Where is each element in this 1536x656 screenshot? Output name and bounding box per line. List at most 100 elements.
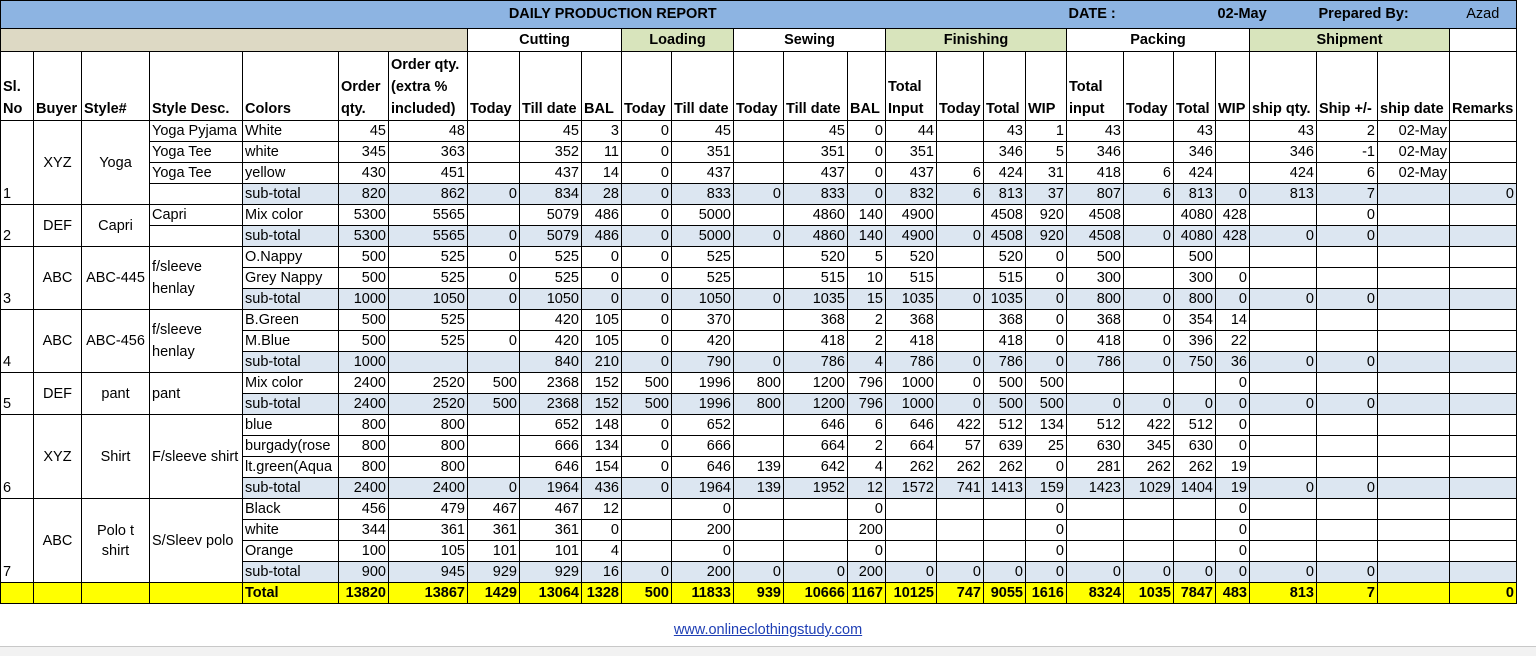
value-cell[interactable]: 0 (1316, 204, 1378, 226)
value-cell[interactable]: 437 (519, 162, 582, 184)
value-cell[interactable] (1316, 267, 1378, 289)
value-cell[interactable]: 1 (1025, 120, 1067, 142)
value-cell[interactable]: 786 (983, 351, 1026, 373)
value-cell[interactable]: 0 (936, 372, 984, 394)
buyer-cell[interactable]: DEF (33, 204, 82, 247)
value-cell[interactable]: 646 (671, 456, 734, 478)
value-cell[interactable] (1449, 225, 1517, 247)
value-cell[interactable]: 525 (671, 246, 734, 268)
value-cell[interactable]: 2368 (519, 393, 582, 415)
value-cell[interactable]: 2520 (388, 372, 468, 394)
value-cell[interactable]: 0 (1215, 414, 1250, 436)
color-cell[interactable]: sub-total (242, 183, 339, 205)
value-cell[interactable]: 0 (847, 141, 886, 163)
total-value[interactable]: 483 (1215, 582, 1250, 604)
value-cell[interactable]: 15 (847, 288, 886, 310)
buyer-cell[interactable]: DEF (33, 372, 82, 415)
value-cell[interactable]: 0 (847, 183, 886, 205)
value-cell[interactable]: 0 (847, 162, 886, 184)
value-cell[interactable] (1249, 498, 1317, 520)
value-cell[interactable] (1066, 519, 1124, 541)
value-cell[interactable] (1449, 309, 1517, 331)
value-cell[interactable]: 0 (467, 225, 520, 247)
buyer-cell[interactable]: ABC (33, 309, 82, 373)
value-cell[interactable]: 134 (581, 435, 622, 457)
value-cell[interactable] (1316, 435, 1378, 457)
value-cell[interactable] (1249, 372, 1317, 394)
color-cell[interactable]: white (242, 519, 339, 541)
value-cell[interactable]: 820 (338, 183, 389, 205)
value-cell[interactable]: 0 (1066, 393, 1124, 415)
value-cell[interactable] (1316, 456, 1378, 478)
value-cell[interactable]: 1000 (885, 393, 937, 415)
style-desc-cell[interactable]: Capri (149, 204, 243, 226)
value-cell[interactable]: 0 (1025, 288, 1067, 310)
value-cell[interactable] (1249, 519, 1317, 541)
value-cell[interactable]: 796 (847, 393, 886, 415)
value-cell[interactable] (1316, 309, 1378, 331)
value-cell[interactable]: 813 (983, 183, 1026, 205)
value-cell[interactable] (467, 351, 520, 373)
value-cell[interactable]: 4 (581, 540, 622, 562)
value-cell[interactable]: 2 (847, 330, 886, 352)
value-cell[interactable] (1377, 288, 1450, 310)
value-cell[interactable]: 525 (671, 267, 734, 289)
value-cell[interactable]: 346 (1249, 141, 1317, 163)
value-cell[interactable]: 0 (1449, 183, 1517, 205)
total-value[interactable]: 1167 (847, 582, 886, 604)
style-cell[interactable]: ABC-445 (81, 246, 150, 310)
value-cell[interactable]: 44 (885, 120, 937, 142)
value-cell[interactable]: 0 (847, 498, 886, 520)
value-cell[interactable]: 646 (783, 414, 848, 436)
value-cell[interactable] (1249, 540, 1317, 562)
value-cell[interactable]: 422 (1123, 414, 1174, 436)
value-cell[interactable]: 0 (1215, 267, 1250, 289)
value-cell[interactable] (936, 330, 984, 352)
value-cell[interactable] (1449, 498, 1517, 520)
style-desc-cell[interactable]: pant (149, 372, 243, 415)
value-cell[interactable]: 500 (467, 372, 520, 394)
value-cell[interactable]: 0 (621, 204, 672, 226)
value-cell[interactable] (783, 498, 848, 520)
color-cell[interactable]: sub-total (242, 561, 339, 583)
value-cell[interactable]: 345 (1123, 435, 1174, 457)
value-cell[interactable]: 5300 (338, 225, 389, 247)
value-cell[interactable]: 368 (983, 309, 1026, 331)
value-cell[interactable]: 525 (388, 309, 468, 331)
value-cell[interactable]: 4508 (983, 204, 1026, 226)
value-cell[interactable]: 0 (1025, 267, 1067, 289)
serial-number[interactable]: 5 (0, 372, 34, 415)
value-cell[interactable] (733, 309, 784, 331)
value-cell[interactable]: 0 (1123, 330, 1174, 352)
value-cell[interactable] (733, 519, 784, 541)
value-cell[interactable]: 4080 (1173, 204, 1216, 226)
value-cell[interactable]: 200 (671, 519, 734, 541)
value-cell[interactable]: 100 (338, 540, 389, 562)
buyer-cell[interactable]: XYZ (33, 120, 82, 205)
value-cell[interactable]: 4508 (1066, 204, 1124, 226)
value-cell[interactable]: 0 (621, 183, 672, 205)
value-cell[interactable]: 101 (467, 540, 520, 562)
value-cell[interactable]: 500 (621, 372, 672, 394)
total-value[interactable]: 7 (1316, 582, 1378, 604)
value-cell[interactable]: 0 (1215, 183, 1250, 205)
buyer-cell[interactable]: ABC (33, 246, 82, 310)
value-cell[interactable]: 0 (621, 162, 672, 184)
style-desc-cell[interactable] (149, 225, 243, 247)
value-cell[interactable] (1377, 372, 1450, 394)
value-cell[interactable] (733, 141, 784, 163)
value-cell[interactable]: 139 (733, 456, 784, 478)
value-cell[interactable]: 786 (783, 351, 848, 373)
value-cell[interactable]: 0 (1215, 372, 1250, 394)
value-cell[interactable]: 525 (519, 267, 582, 289)
value-cell[interactable]: 354 (1173, 309, 1216, 331)
total-value[interactable]: 11833 (671, 582, 734, 604)
value-cell[interactable]: 5565 (388, 225, 468, 247)
value-cell[interactable]: 7 (1316, 183, 1378, 205)
value-cell[interactable]: 57 (936, 435, 984, 457)
value-cell[interactable]: 500 (1025, 372, 1067, 394)
value-cell[interactable]: 652 (519, 414, 582, 436)
value-cell[interactable]: 666 (671, 435, 734, 457)
value-cell[interactable]: 4080 (1173, 225, 1216, 247)
value-cell[interactable] (1449, 435, 1517, 457)
